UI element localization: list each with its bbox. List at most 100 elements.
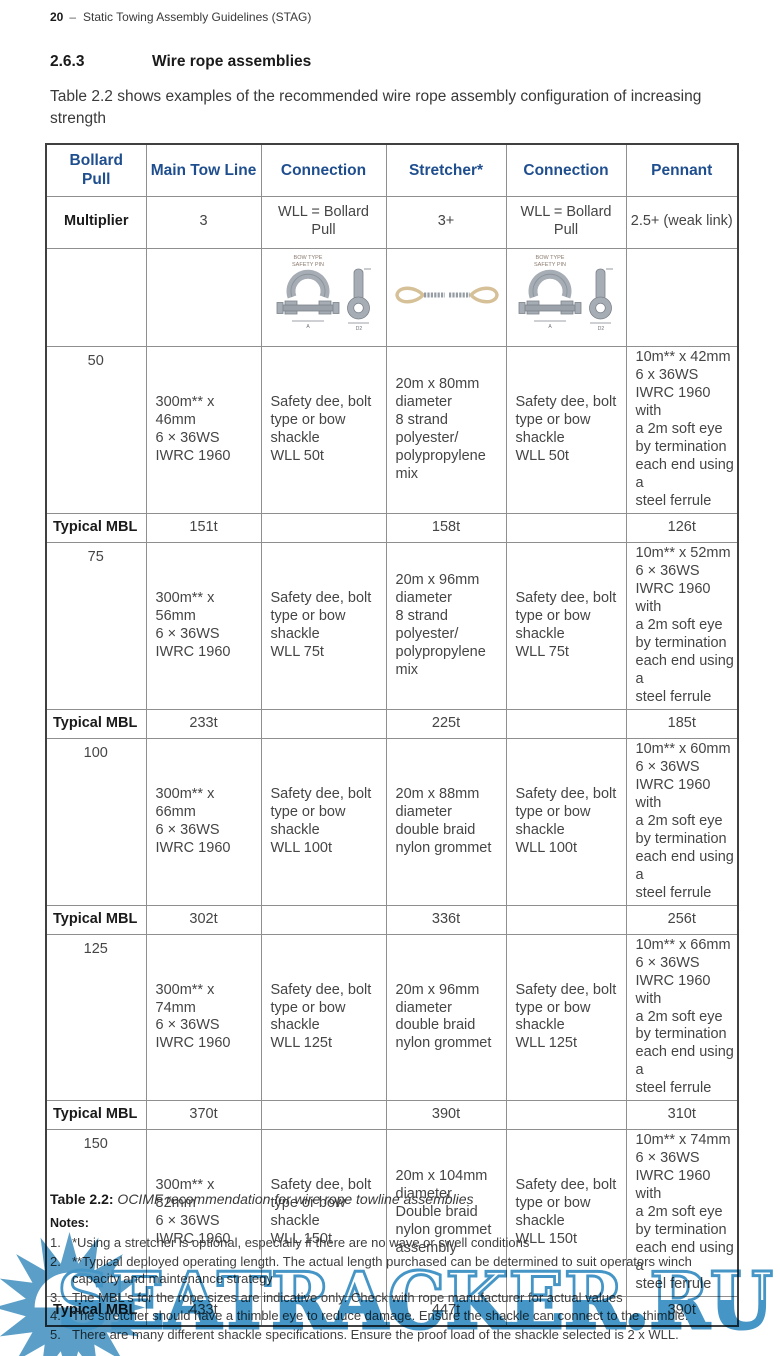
mbl-stretcher: 225t (385, 708, 507, 739)
typical-mbl-label: Typical MBL (45, 904, 147, 935)
note-text: There are many different shackle specifi… (72, 1326, 679, 1342)
bollard-pull-value: 125 (45, 933, 147, 1102)
multiplier-connection-2: WLL = Bollard Pull (505, 195, 627, 249)
multiplier-label: Multiplier (45, 195, 147, 249)
note-item-3: 3. The MBL's for the rope sizes are indi… (50, 1289, 740, 1307)
column-header-stretcher: Stretcher* (385, 143, 507, 197)
connection-cell: Safety dee, bolt type or bow shackle WLL… (260, 933, 387, 1102)
main-tow-line-cell: 300m** x 74mm 6 × 36WS IWRC 1960 (145, 933, 262, 1102)
section-title: Wire rope assemblies (152, 53, 312, 70)
shackle-diagram-icon: BOW TYPE SAFETY PIN A (276, 255, 371, 332)
empty-cell (145, 247, 262, 348)
table-row-bp75: 75 300m** x 56mm 6 × 36WS IWRC 1960 Safe… (45, 542, 739, 710)
column-header-connection-2: Connection (505, 143, 627, 197)
page-header-title: Static Towing Assembly Guidelines (STAG) (83, 10, 312, 24)
mbl-stretcher: 336t (385, 904, 507, 935)
page-header-separator: – (69, 10, 77, 24)
connection-cell: Safety dee, bolt type or bow shackle WLL… (505, 346, 627, 515)
table-caption-text: OCIMF recommendation for wire rope towli… (113, 1191, 474, 1207)
column-header-bollard-pull: Bollard Pull (45, 143, 147, 197)
empty-cell (260, 904, 387, 935)
column-header-connection-1: Connection (260, 143, 387, 197)
pennant-cell: 10m** x 52mm 6 × 36WS IWRC 1960 with a 2… (625, 542, 739, 710)
connection-cell: Safety dee, bolt type or bow shackle WLL… (260, 542, 387, 710)
note-number: 2. (50, 1253, 61, 1269)
typical-mbl-label: Typical MBL (45, 513, 147, 544)
note-text: **Typical deployed operating length. The… (72, 1253, 692, 1287)
multiplier-row: Multiplier 3 WLL = Bollard Pull 3+ WLL =… (45, 195, 739, 249)
note-number: 3. (50, 1289, 61, 1305)
connection-cell: Safety dee, bolt type or bow shackle WLL… (260, 1129, 387, 1298)
svg-text:D2: D2 (355, 326, 362, 332)
multiplier-connection-1: WLL = Bollard Pull (260, 195, 387, 249)
note-item-5: 5. There are many different shackle spec… (50, 1326, 740, 1344)
empty-cell (505, 708, 627, 739)
section-heading: 2.6.3 Wire rope assemblies (50, 53, 311, 71)
page-header: 20– Static Towing Assembly Guidelines (ST… (50, 10, 311, 24)
shackle-image-cell: BOW TYPE SAFETY PIN A (260, 247, 387, 348)
table-header-row: Bollard Pull Main Tow Line Connection St… (45, 143, 739, 197)
typical-mbl-label: Typical MBL (45, 708, 147, 739)
empty-cell (505, 904, 627, 935)
connection-cell: Safety dee, bolt type or bow shackle WLL… (260, 346, 387, 515)
table-caption-label: Table 2.2: (50, 1191, 114, 1207)
main-tow-line-cell: 300m** x 82mm 6 × 36WS IWRC 1960 (145, 1129, 262, 1298)
mbl-stretcher: 390t (385, 1100, 507, 1131)
shackle-diagram-icon: BOW TYPE SAFETY PIN A D2 (518, 255, 613, 332)
multiplier-main-tow-line: 3 (145, 195, 262, 249)
note-number: 1. (50, 1235, 61, 1250)
mbl-main-tow-line: 233t (145, 708, 262, 739)
note-item-2: 2. **Typical deployed operating length. … (50, 1253, 740, 1288)
table-row-bp100: 100 300m** x 66mm 6 × 36WS IWRC 1960 Saf… (45, 737, 739, 906)
note-number: 4. (50, 1308, 61, 1324)
note-item-4: 4. The stretcher should have a thimble e… (50, 1307, 740, 1325)
empty-cell (260, 1100, 387, 1131)
mbl-stretcher: 447t (385, 1296, 507, 1327)
mbl-main-tow-line: 302t (145, 904, 262, 935)
stretcher-rope-icon (394, 286, 499, 303)
empty-cell (260, 708, 387, 739)
empty-cell (260, 1296, 387, 1327)
column-header-main-tow-line: Main Tow Line (145, 143, 262, 197)
notes-label: Notes: (50, 1216, 89, 1230)
mbl-pennant: 256t (625, 904, 739, 935)
empty-cell (505, 513, 627, 544)
typical-mbl-row-bp125: Typical MBL 370t 390t 310t (45, 1100, 739, 1131)
connection-cell: Safety dee, bolt type or bow shackle WLL… (505, 542, 627, 710)
svg-text:D2: D2 (598, 326, 605, 332)
stretcher-image-cell (385, 247, 507, 348)
empty-cell (45, 247, 147, 348)
multiplier-stretcher: 3+ (385, 195, 507, 249)
section-number: 2.6.3 (50, 53, 85, 70)
stretcher-cell: 20m x 96mm diameter double braid nylon g… (385, 933, 507, 1102)
note-number: 5. (50, 1326, 61, 1342)
stretcher-cell: 20m x 80mm diameter 8 strand polyester/ … (385, 346, 507, 515)
table-row-bp50: 50 300m** x 46mm 6 × 36WS IWRC 1960 Safe… (45, 346, 739, 515)
shackle-caption-line2: SAFETY PIN (534, 262, 566, 268)
empty-cell (505, 1296, 627, 1327)
shackle-caption-line1: BOW TYPE (536, 255, 565, 261)
typical-mbl-row-bp50: Typical MBL 151t 158t 126t (45, 513, 739, 544)
bollard-pull-value: 100 (45, 737, 147, 906)
typical-mbl-row-bp100: Typical MBL 302t 336t 256t (45, 904, 739, 935)
mbl-pennant: 185t (625, 708, 739, 739)
notes-list: 1. *Using a stretcher is optional, espec… (50, 1234, 740, 1344)
connection-cell: Safety dee, bolt type or bow shackle WLL… (260, 737, 387, 906)
main-tow-line-cell: 300m** x 46mm 6 × 36WS IWRC 1960 (145, 346, 262, 515)
note-text: The stretcher should have a thimble eye … (72, 1308, 689, 1324)
svg-text:A: A (548, 324, 552, 330)
pennant-cell: 10m** x 60mm 6 × 36WS IWRC 1960 with a 2… (625, 737, 739, 906)
mbl-stretcher: 158t (385, 513, 507, 544)
mbl-main-tow-line: 370t (145, 1100, 262, 1131)
connection-cell: Safety dee, bolt type or bow shackle WLL… (505, 933, 627, 1102)
column-header-pennant: Pennant (625, 143, 739, 197)
table-caption: Table 2.2: OCIMF recommendation for wire… (50, 1191, 474, 1207)
multiplier-pennant: 2.5+ (weak link) (625, 195, 739, 249)
mbl-pennant: 126t (625, 513, 739, 544)
bollard-pull-value: 75 (45, 542, 147, 710)
stretcher-cell: 20m x 104mm diameter Double braid nylon … (385, 1129, 507, 1298)
connection-cell: Safety dee, bolt type or bow shackle WLL… (505, 737, 627, 906)
mbl-pennant: 310t (625, 1100, 739, 1131)
page-number: 20 (50, 10, 64, 24)
